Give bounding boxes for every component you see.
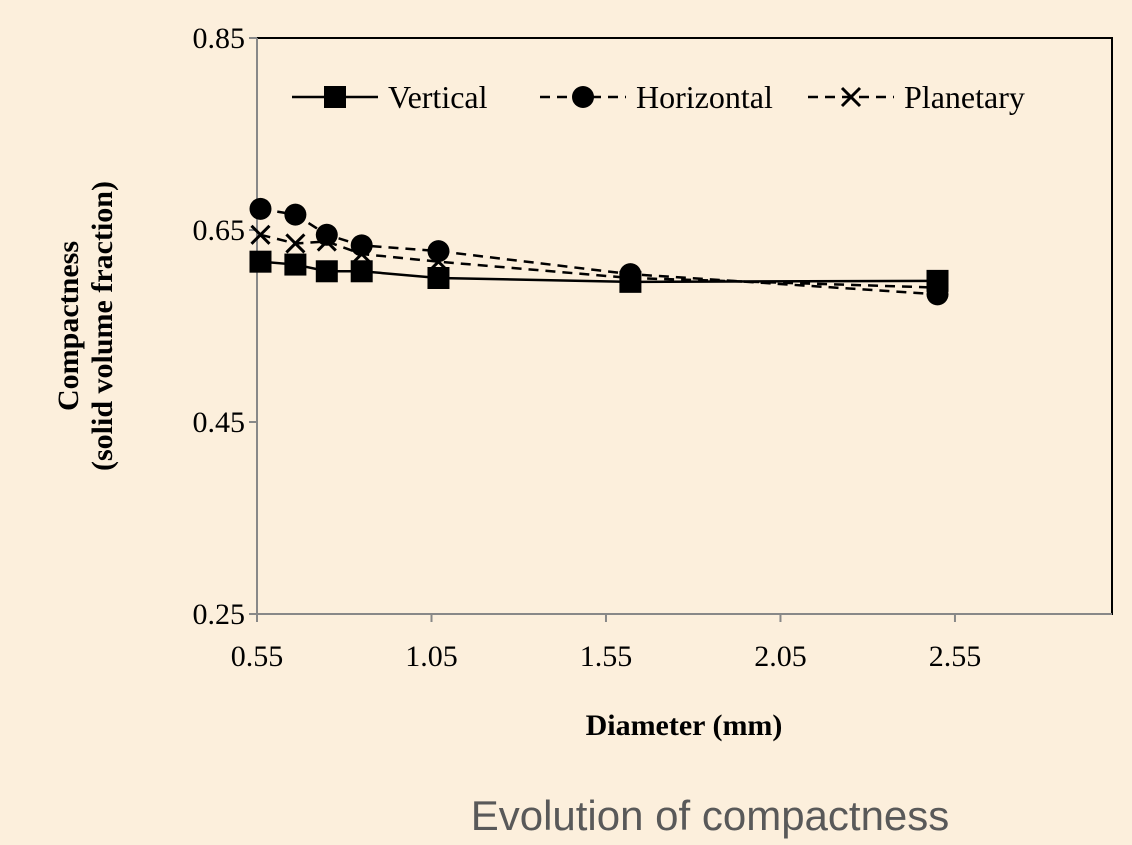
plot-area [256, 37, 1113, 615]
marker [619, 263, 642, 286]
marker [350, 234, 373, 257]
marker [350, 260, 373, 283]
x-tick-label: 2.05 [754, 640, 807, 673]
marker [249, 197, 272, 220]
x-tick-label: 2.55 [929, 640, 982, 673]
y-tick-label: 0.45 [193, 406, 246, 439]
y-tick-label: 0.65 [193, 214, 246, 247]
y-axis-label: Compactness [52, 241, 85, 411]
x-tick-label: 0.55 [231, 640, 284, 673]
legend-label: Vertical [388, 79, 488, 115]
marker [428, 251, 449, 272]
y-tick-label: 0.25 [193, 598, 246, 631]
marker [620, 267, 641, 289]
marker [285, 233, 306, 254]
legend-marker [324, 86, 346, 108]
x-tick-label: 1.05 [405, 640, 458, 673]
legend-label: Planetary [904, 79, 1025, 115]
y-axis-label: (solid volume fraction) [86, 181, 119, 471]
marker [284, 253, 307, 276]
marker [284, 203, 307, 226]
marker [249, 250, 272, 273]
marker [427, 267, 450, 289]
y-tick-label: 0.85 [193, 22, 246, 55]
marker [926, 283, 949, 306]
legend-marker [840, 86, 862, 108]
marker [927, 277, 948, 298]
marker [351, 243, 372, 265]
marker [316, 231, 337, 252]
marker [315, 260, 338, 283]
x-tick-label: 1.55 [580, 640, 633, 673]
marker [315, 223, 338, 246]
legend-label: Horizontal [636, 79, 773, 115]
marker [250, 224, 271, 245]
caption: Evolution of compactness [471, 792, 950, 839]
legend-marker [572, 86, 594, 108]
x-axis-label: Diameter (mm) [586, 709, 783, 742]
marker [427, 240, 450, 263]
